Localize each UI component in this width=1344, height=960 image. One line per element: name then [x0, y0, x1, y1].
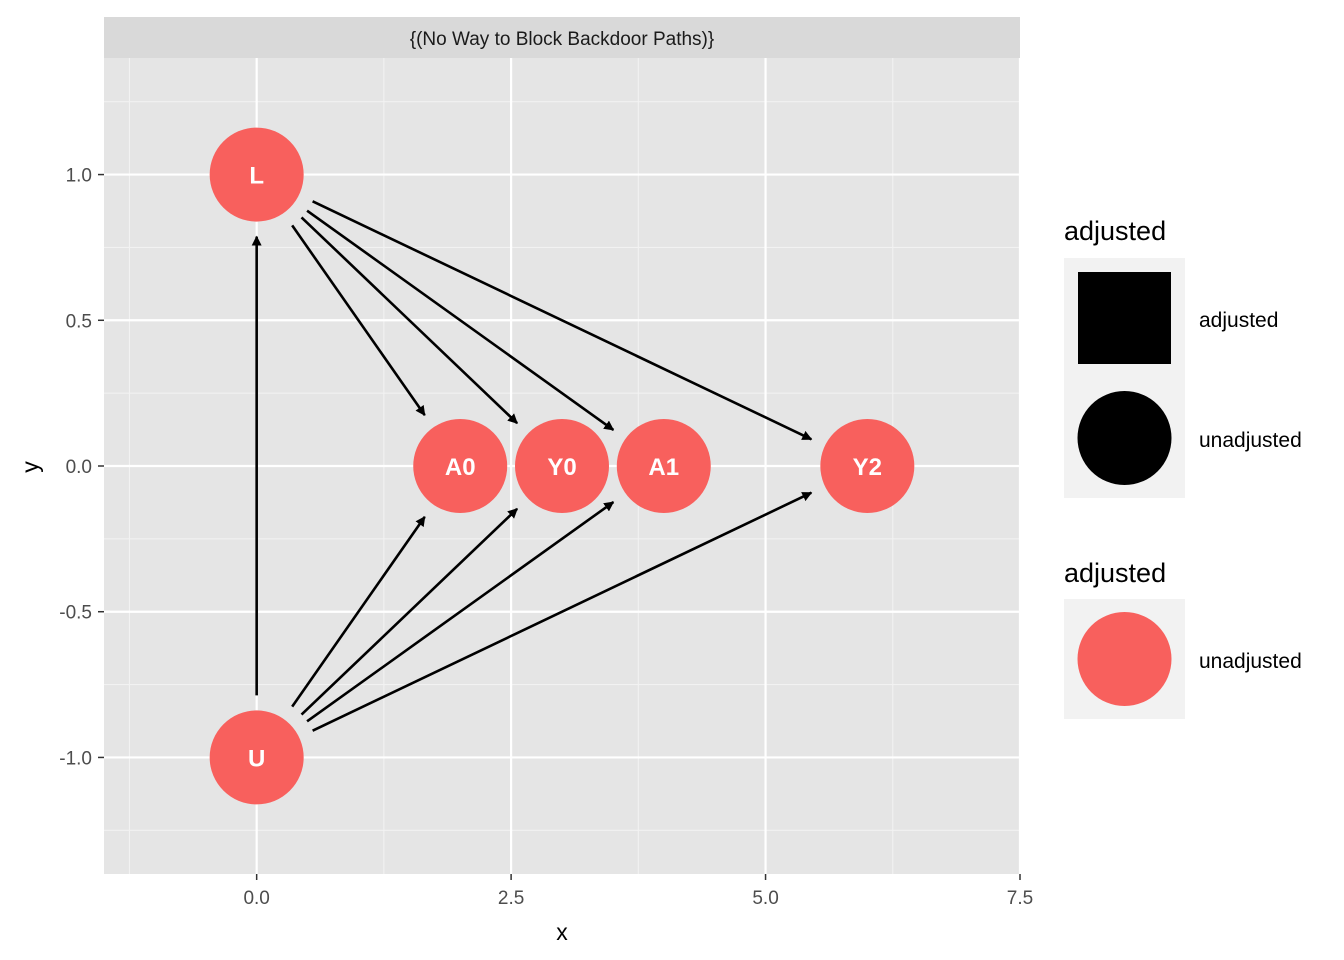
legend-circle-key	[1077, 391, 1172, 485]
node-label-L: L	[249, 163, 264, 190]
node-label-A1: A1	[648, 454, 679, 481]
legend-shape: adjusted adjusted unadjusted	[1064, 216, 1302, 498]
legend-color: adjusted unadjusted	[1064, 558, 1302, 719]
y-tick-label: -1.0	[59, 748, 92, 769]
dag-edges	[251, 200, 813, 732]
edge-U-Y2	[312, 491, 813, 732]
x-axis-title: x	[556, 919, 568, 945]
legend-label: unadjusted	[1199, 650, 1302, 673]
x-tick-label: 5.0	[752, 888, 778, 909]
y-tick-label: -0.5	[59, 603, 92, 624]
node-U	[209, 710, 304, 805]
edge-U-A1	[306, 501, 615, 723]
node-Y2	[820, 419, 915, 513]
x-tick-label: 2.5	[498, 888, 524, 909]
edge-U-A0	[291, 516, 426, 708]
edge-L-Y2	[312, 200, 813, 441]
edge-L-Y0	[300, 216, 519, 425]
facet-strip	[104, 17, 1020, 58]
node-A0	[413, 419, 508, 513]
legend-square-key	[1078, 272, 1171, 364]
y-tick-label: 0.0	[66, 457, 92, 478]
facet-title: {(No Way to Block Backdoor Paths)}	[410, 29, 714, 50]
y-tick-label: 1.0	[66, 166, 92, 187]
node-label-A0: A0	[445, 454, 476, 481]
legend-shape-title: adjusted	[1064, 216, 1166, 246]
node-label-Y0: Y0	[547, 454, 576, 481]
y-tick-label: 0.5	[66, 311, 92, 332]
node-label-U: U	[248, 745, 265, 772]
x-tick-label: 0.0	[243, 888, 269, 909]
y-axis-title: y	[17, 461, 43, 473]
node-L	[209, 127, 304, 222]
legend-label: adjusted	[1199, 309, 1278, 332]
node-A1	[616, 419, 711, 513]
x-tick-label: 7.5	[1007, 888, 1033, 909]
edge-L-A0	[291, 224, 426, 416]
legend-color-title: adjusted	[1064, 558, 1166, 588]
legend-label: unadjusted	[1199, 429, 1302, 452]
legend-color-circle-key	[1077, 612, 1172, 706]
edge-U-Y0	[300, 507, 519, 716]
y-axis: -1.0 -0.5 0.0 0.5 1.0	[59, 166, 104, 769]
node-Y0	[515, 419, 609, 513]
node-label-Y2: Y2	[853, 454, 882, 481]
edge-L-A1	[306, 209, 615, 431]
x-axis: 0.0 2.5 5.0 7.5	[243, 874, 1033, 909]
dag-nodes: L U A0 Y0 A1 Y2	[209, 127, 915, 805]
